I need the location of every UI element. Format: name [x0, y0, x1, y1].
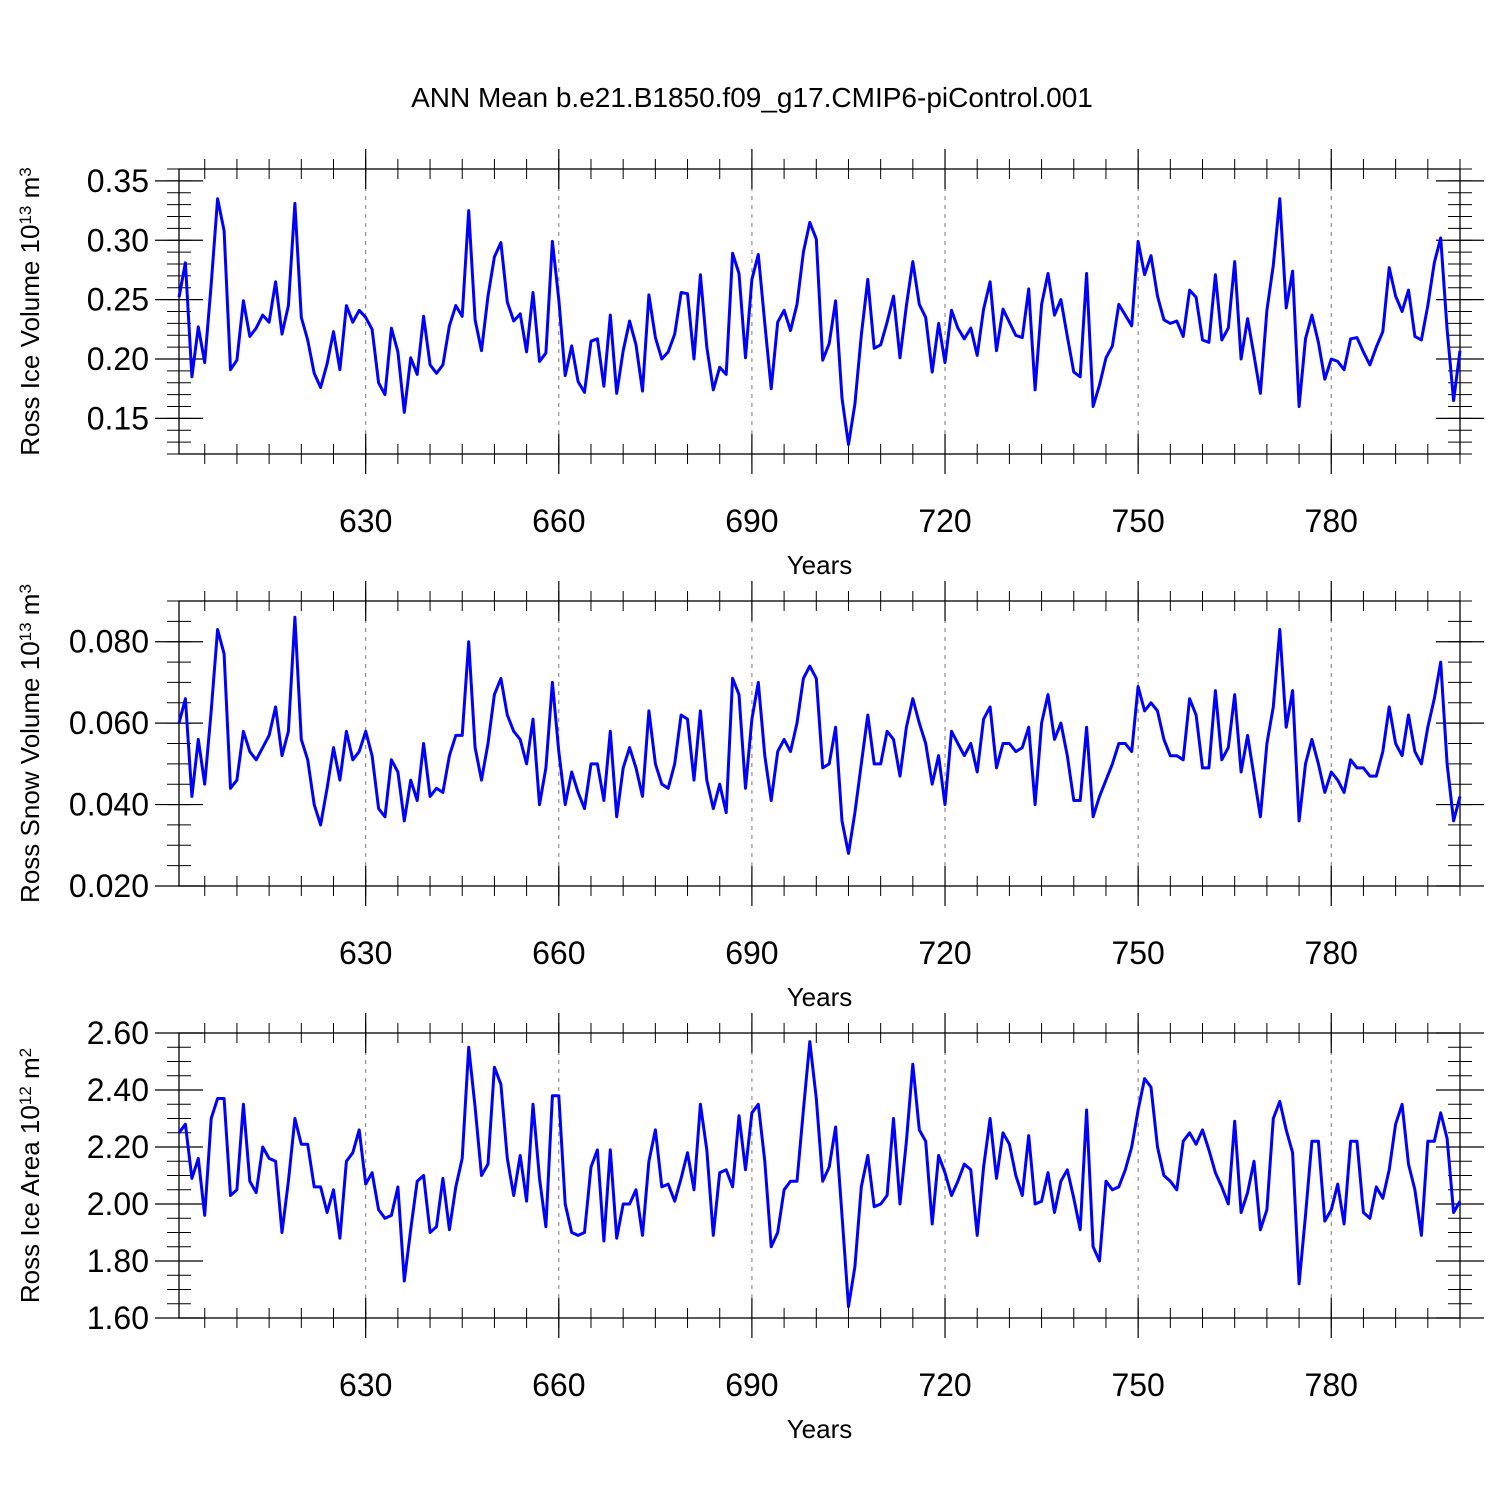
y-tick-label: 0.040: [69, 787, 149, 823]
chart-panel-1: 0.15 0.20 0.25 0.30 0.35 630 660 690 720 750 780 Ye…: [15, 149, 1484, 580]
x-axis-label: Years: [787, 1414, 853, 1444]
plot-frame: [178, 1032, 1461, 1319]
y-tick-label: 0.15: [87, 400, 149, 436]
y-tick-label: 1.60: [87, 1300, 149, 1336]
y-tick-label: 0.020: [69, 868, 149, 904]
series-line: [177, 615, 1462, 855]
y-tick-label: 0.25: [87, 282, 149, 318]
x-tick-label: 720: [918, 935, 971, 971]
y-tick-label: 0.35: [87, 163, 149, 199]
x-tick-label: 690: [725, 935, 778, 971]
x-tick-label: 690: [725, 1367, 778, 1403]
x-tick-label: 690: [725, 503, 778, 539]
figure-title: ANN Mean b.e21.B1850.f09_g17.CMIP6-piCon…: [411, 82, 1093, 113]
panels: 0.15 0.20 0.25 0.30 0.35 630 660 690 720 750 780 Ye…: [15, 149, 1484, 1444]
x-tick-label: 630: [339, 503, 392, 539]
y-tick-label: 1.80: [87, 1243, 149, 1279]
x-tick-label: 660: [532, 1367, 585, 1403]
y-axis-label: Ross Ice Area 1012 m2: [15, 1048, 45, 1303]
x-tick-label: 780: [1305, 1367, 1358, 1403]
y-tick-label: 0.060: [69, 705, 149, 741]
y-tick-label: 0.080: [69, 624, 149, 660]
x-tick-label: 720: [918, 503, 971, 539]
x-axis-label: Years: [787, 550, 853, 580]
series-line: [177, 197, 1462, 446]
y-tick-label: 2.20: [87, 1129, 149, 1165]
y-axis-label: Ross Snow Volume 1013 m3: [15, 584, 45, 903]
x-tick-label: 660: [532, 935, 585, 971]
y-axis-label: Ross Ice Volume 1013 m3: [15, 167, 45, 456]
series-line: [177, 1040, 1462, 1309]
x-tick-label: 780: [1305, 935, 1358, 971]
chart-panel-2: 0.020 0.040 0.060 0.080 630 660 690 720 750 780 Ye…: [15, 581, 1484, 1012]
y-tick-label: 2.00: [87, 1186, 149, 1222]
x-tick-label: 750: [1111, 503, 1164, 539]
chart-panel-3: 1.60 1.80 2.00 2.20 2.40 2.60 630 660 690 720 750 7…: [15, 1013, 1484, 1444]
plot-frame: [178, 600, 1461, 887]
plot-frame: [178, 168, 1461, 455]
y-tick-label: 2.40: [87, 1072, 149, 1108]
x-tick-label: 630: [339, 1367, 392, 1403]
x-tick-label: 630: [339, 935, 392, 971]
x-tick-label: 720: [918, 1367, 971, 1403]
y-tick-label: 2.60: [87, 1015, 149, 1051]
y-tick-label: 0.20: [87, 341, 149, 377]
x-tick-label: 660: [532, 503, 585, 539]
x-tick-label: 750: [1111, 935, 1164, 971]
x-axis-label: Years: [787, 982, 853, 1012]
x-tick-label: 750: [1111, 1367, 1164, 1403]
x-tick-label: 780: [1305, 503, 1358, 539]
y-tick-label: 0.30: [87, 222, 149, 258]
